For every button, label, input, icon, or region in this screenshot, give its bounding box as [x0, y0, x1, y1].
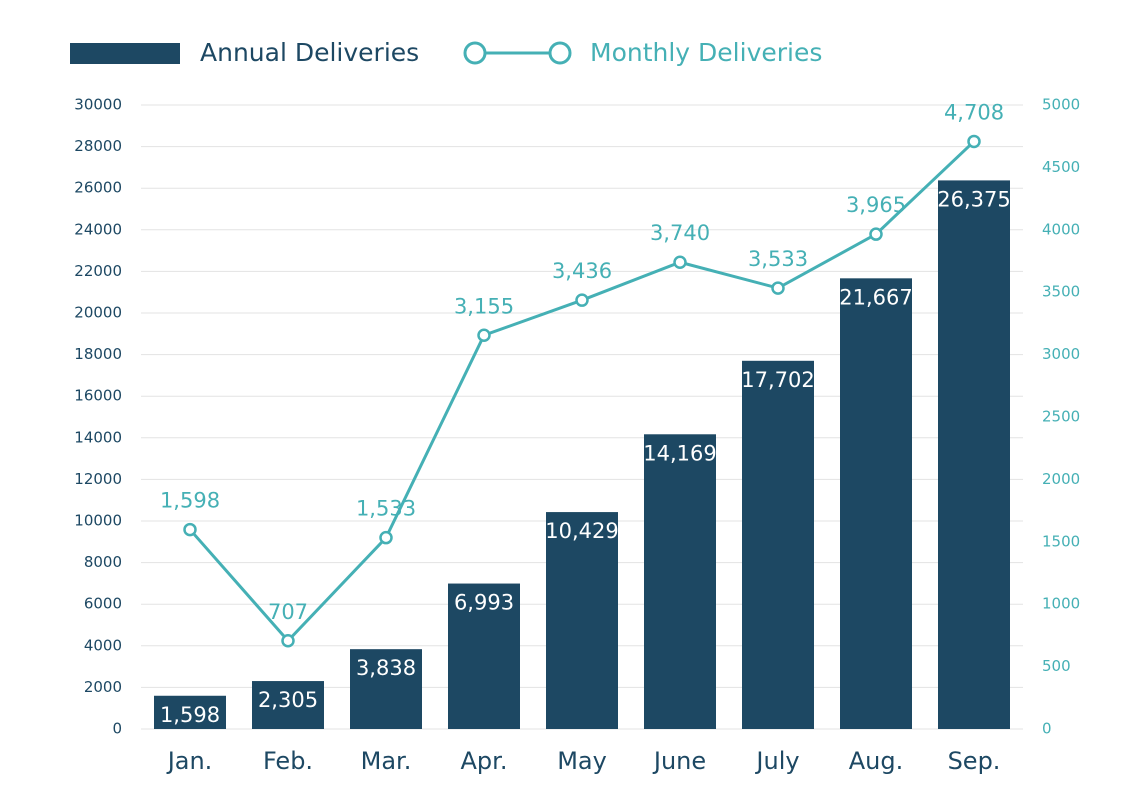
x-tick-label: Aug.	[849, 747, 904, 775]
bar-value-label: 3,838	[356, 656, 416, 680]
y-tick-label: 2000	[84, 678, 122, 696]
y-tick-label: 30000	[74, 96, 122, 114]
x-tick-label: Apr.	[461, 747, 508, 775]
line-marker	[575, 293, 589, 307]
y2-tick-label: 4500	[1042, 158, 1080, 176]
bar	[546, 512, 618, 729]
y-tick-label: 22000	[74, 262, 122, 280]
y2-tick-label: 500	[1042, 657, 1071, 675]
line-value-label: 3,965	[846, 193, 906, 217]
y2-tick-label: 2000	[1042, 470, 1080, 488]
line-value-label: 3,740	[650, 221, 710, 245]
y-tick-label: 8000	[84, 553, 122, 571]
y2-tick-label: 5000	[1042, 96, 1080, 114]
y-tick-label: 18000	[74, 345, 122, 363]
y-tick-label: 10000	[74, 512, 122, 530]
line-marker	[379, 530, 393, 545]
y2-tick-label: 4000	[1042, 220, 1080, 238]
line-value-label: 4,708	[944, 100, 1004, 124]
bar-value-label: 21,667	[839, 285, 912, 309]
y2-tick-label: 1500	[1042, 532, 1080, 550]
y-tick-label: 0	[112, 720, 122, 738]
y-tick-label: 20000	[74, 304, 122, 322]
y-tick-label: 4000	[84, 636, 122, 654]
bar-value-label: 1,598	[160, 703, 220, 727]
x-tick-label: June	[652, 747, 706, 775]
legend-label: Monthly Deliveries	[590, 38, 822, 67]
line-marker	[281, 634, 295, 648]
x-tick-label: Sep.	[948, 747, 1001, 775]
line-marker	[771, 281, 785, 295]
bar	[742, 360, 814, 729]
y2-tick-label: 3000	[1042, 345, 1080, 363]
y2-tick-label: 3500	[1042, 283, 1080, 301]
line-marker	[477, 328, 491, 343]
legend-marker	[463, 41, 487, 65]
y-tick-label: 26000	[74, 179, 122, 197]
x-tick-label: May	[557, 747, 607, 775]
bar-value-label: 14,169	[643, 441, 716, 465]
bar	[938, 180, 1010, 729]
line-value-label: 3,155	[454, 294, 514, 318]
line-marker	[967, 134, 981, 149]
line-value-label: 3,436	[552, 259, 612, 283]
line-value-label: 1,598	[160, 489, 220, 513]
line-marker	[183, 522, 197, 537]
bar-value-label: 6,993	[454, 591, 514, 615]
line-value-label: 707	[268, 600, 308, 624]
line-marker	[869, 227, 883, 241]
bar	[448, 583, 520, 729]
y2-tick-label: 1000	[1042, 595, 1080, 613]
bar-value-label: 10,429	[545, 519, 618, 543]
bar	[252, 681, 324, 729]
bar-value-label: 26,375	[937, 187, 1010, 211]
bar-value-label: 17,702	[741, 368, 814, 392]
bar	[644, 434, 716, 729]
bar	[350, 649, 422, 729]
y2-tick-label: 0	[1042, 720, 1052, 738]
x-tick-label: July	[754, 747, 799, 775]
bar	[154, 695, 226, 729]
y2-tick-label: 2500	[1042, 408, 1080, 426]
y-tick-label: 24000	[74, 220, 122, 238]
line-marker	[673, 255, 687, 269]
legend-swatch	[70, 43, 180, 64]
line-value-label: 3,533	[748, 247, 808, 271]
y-tick-label: 12000	[74, 470, 122, 488]
y-tick-label: 6000	[84, 595, 122, 613]
legend-label: Annual Deliveries	[200, 38, 419, 67]
y-tick-label: 28000	[74, 137, 122, 155]
bar	[840, 278, 912, 729]
y-tick-label: 16000	[74, 387, 122, 405]
bar-value-label: 2,305	[258, 688, 318, 712]
legend-marker	[548, 41, 572, 65]
x-tick-label: Feb.	[263, 747, 313, 775]
x-tick-label: Jan.	[166, 747, 213, 775]
y-tick-label: 14000	[74, 428, 122, 446]
x-tick-label: Mar.	[361, 747, 412, 775]
line-value-label: 1,533	[356, 497, 416, 521]
